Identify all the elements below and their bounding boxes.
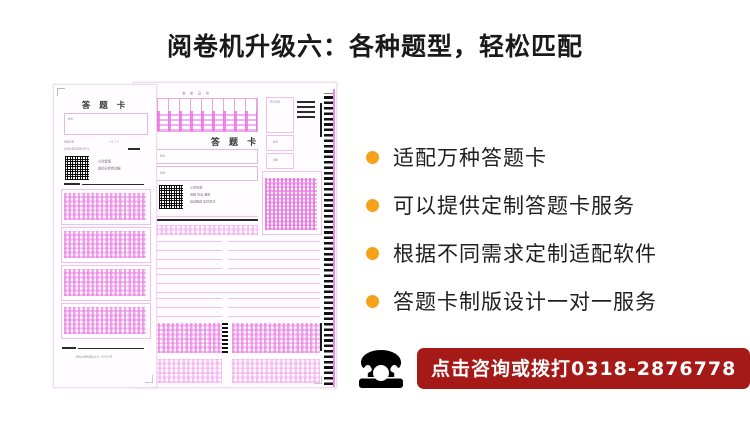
section-divider-dark	[82, 184, 144, 185]
bubble-bank	[144, 359, 222, 383]
bubble-block-frame	[61, 189, 151, 225]
section-divider	[146, 216, 258, 217]
answer-sheet-left: 答 题 卡 姓名： 班级名称 A B C D 考试科目及答题卡序号 小优智阅 成…	[53, 84, 157, 388]
qr-caption-line: 成绩 作业 通知	[190, 193, 211, 197]
bubble-block	[64, 231, 146, 258]
option-letters: A B C D	[109, 140, 119, 144]
id-grid-label: 准 考 证 号	[182, 91, 211, 96]
qr-caption-line: 成绩分析自动报	[98, 167, 121, 171]
sheet-title: 答 题 卡	[81, 101, 129, 111]
answer-lines	[144, 297, 222, 317]
absent-box: 缺考	[266, 135, 294, 151]
list-item: 可以提供定制答题卡服务	[366, 181, 738, 229]
bubble-bank	[144, 323, 222, 353]
answer-lines	[228, 241, 320, 269]
name-box: 姓名：	[64, 113, 148, 135]
orange-dot-icon	[366, 294, 379, 308]
section-divider-dark	[146, 219, 258, 221]
timing-mark-ladder	[324, 93, 333, 385]
answer-sheet-right: 准 考 证 号 所在学校 缺考 违纪 答 题 卡	[133, 82, 337, 388]
bubble-row	[146, 225, 258, 235]
sheet-footer-note: 题科小优智阅设计卡：6016-2B	[76, 355, 113, 359]
subject-label: 考试科目及答题卡序号	[64, 147, 90, 151]
timing-bar	[64, 183, 80, 185]
bubble-bank	[232, 323, 320, 353]
call-now-button[interactable]: 点击咨询或拨打0318-2876778	[417, 347, 750, 389]
answer-lines	[144, 273, 320, 293]
bubble-block-frame	[61, 265, 151, 301]
timing-bar	[297, 111, 315, 113]
exam-id-grid	[156, 98, 258, 132]
timing-bar	[62, 347, 76, 349]
corner-registration-mark	[57, 88, 65, 96]
timing-bar	[297, 106, 315, 108]
class-name-label: 班级名称	[64, 140, 75, 144]
school-label: 所在学校	[270, 100, 281, 104]
orange-dot-icon	[366, 198, 379, 212]
class-box: 班级：	[156, 166, 258, 181]
timing-bar	[297, 116, 315, 118]
bubble-block	[64, 193, 146, 220]
section-divider-dark	[78, 348, 144, 349]
answer-sheet-photo: 准 考 证 号 所在学校 缺考 违纪 答 题 卡	[45, 78, 345, 396]
qr-caption-line: 小优智阅	[98, 160, 111, 164]
bubble-matrix-frame	[262, 171, 322, 235]
name-label: 姓名：	[160, 154, 168, 158]
list-item-label: 根据不同需求定制适配软件	[393, 242, 657, 266]
feature-list: 适配万种答题卡 可以提供定制答题卡服务 根据不同需求定制适配软件 答题卡制版设计…	[366, 133, 738, 325]
long-timing-mark	[320, 103, 322, 137]
school-box: 所在学校	[266, 97, 294, 133]
name-box: 姓名：	[156, 149, 258, 164]
long-timing-mark	[320, 323, 322, 351]
bubble-block-frame	[61, 227, 151, 263]
sheet-edge-line	[333, 89, 335, 387]
list-item: 根据不同需求定制适配软件	[366, 229, 738, 277]
qr-code	[64, 155, 90, 181]
list-item: 答题卡制版设计一对一服务	[366, 277, 738, 325]
answer-lines	[228, 297, 320, 317]
timing-bar	[128, 148, 140, 150]
timing-bar	[297, 101, 315, 103]
list-item-label: 可以提供定制答题卡服务	[393, 194, 635, 218]
qr-caption-line: 自动推送 实时关注	[190, 200, 216, 204]
violation-box: 违纪	[266, 153, 294, 169]
sheet-title: 答 题 卡	[210, 138, 260, 148]
list-item: 适配万种答题卡	[366, 133, 738, 181]
bubble-matrix	[265, 178, 317, 230]
timing-marks-inner	[222, 323, 228, 353]
list-item-label: 适配万种答题卡	[393, 146, 547, 170]
call-now-label: 点击咨询或拨打0318-2876778	[431, 357, 737, 380]
bubble-bank	[232, 359, 320, 383]
orange-dot-icon	[366, 150, 379, 164]
corner-registration-mark	[314, 376, 322, 384]
answer-lines	[144, 241, 222, 269]
class-label: 班级：	[160, 171, 168, 175]
bubble-block	[64, 307, 146, 334]
telephone-icon	[355, 346, 407, 390]
absent-label: 缺考	[273, 140, 279, 144]
bubble-block-frame	[61, 303, 151, 339]
bubble-block	[64, 269, 146, 296]
violation-label: 违纪	[273, 158, 279, 162]
list-item-label: 答题卡制版设计一对一服务	[393, 290, 657, 314]
qr-caption-line: 小优智阅	[190, 186, 203, 190]
corner-registration-mark	[145, 375, 153, 383]
name-label: 姓名：	[68, 117, 76, 121]
page-title: 阅卷机升级六：各种题型，轻松匹配	[166, 32, 583, 61]
qr-code	[158, 184, 184, 210]
contact-cta[interactable]: 点击咨询或拨打0318-2876778	[355, 346, 750, 390]
orange-dot-icon	[366, 246, 379, 260]
